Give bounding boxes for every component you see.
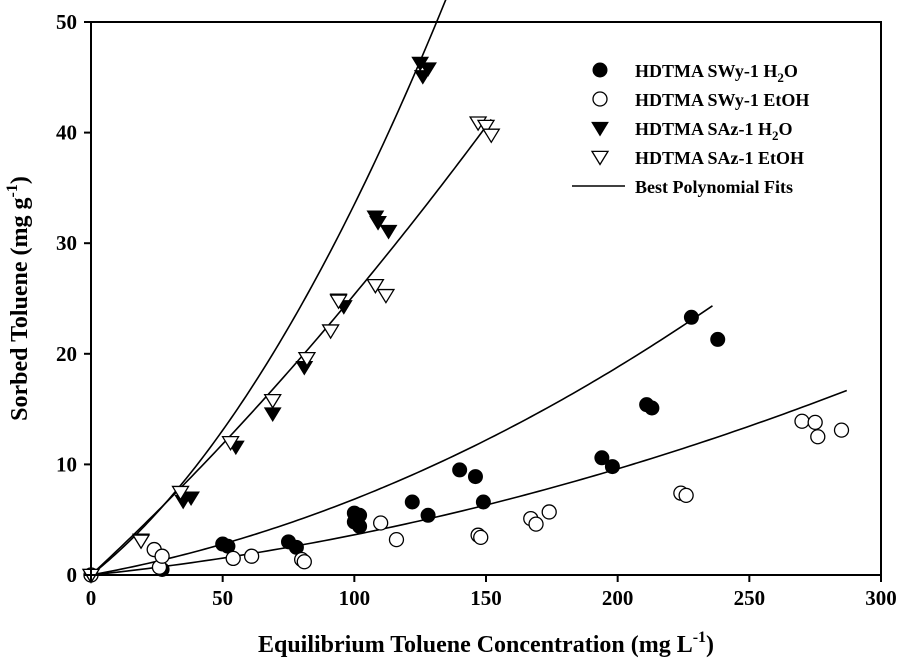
data-point	[182, 491, 200, 507]
data-point	[476, 119, 496, 135]
data-point	[366, 278, 385, 294]
data-point	[171, 485, 190, 501]
data-point	[295, 360, 314, 376]
data-point	[594, 450, 610, 466]
legend-marker	[592, 91, 608, 107]
legend: HDTMA SWy-1 H2O HDTMA SWy-1 EtOH HDTMA SAz…	[572, 61, 809, 197]
x-tick-label: 200	[602, 586, 634, 610]
data-point	[388, 531, 405, 548]
x-axis-title-sup: -1	[693, 629, 706, 646]
data-points	[81, 56, 850, 584]
y-tick-label: 0	[67, 563, 78, 587]
data-point	[833, 422, 850, 438]
y-axis-title-main: Sorbed Toluene (mg g	[7, 197, 33, 420]
data-point	[321, 324, 340, 340]
y-tick-label: 10	[56, 452, 77, 476]
axis-ticks: 0 50 100 150 200 250 300 0 10 20 30 40 50	[56, 10, 897, 610]
y-axis-title-sup: -1	[4, 184, 21, 197]
data-point	[369, 216, 387, 231]
data-point	[473, 529, 489, 546]
x-tick-label: 300	[865, 586, 897, 610]
fit-line-hdtma-saz-1-h2o	[90, 0, 447, 576]
data-point	[297, 351, 317, 367]
legend-item-best-polynomial-fits: Best Polynomial Fits	[572, 177, 793, 197]
legend-marker	[592, 62, 608, 78]
y-tick-label: 20	[56, 342, 77, 366]
data-point	[528, 516, 544, 532]
legend-label: HDTMA SWy-1 H2O	[635, 61, 798, 85]
data-point	[807, 414, 823, 431]
x-tick-label: 250	[734, 586, 766, 610]
data-point	[420, 507, 436, 523]
series-hdtma-swy-1-h2o	[83, 309, 726, 583]
data-point	[419, 62, 437, 77]
x-axis-title: Equilibrium Toluene Concentration (mg L-…	[258, 629, 714, 658]
legend-item-hdtma-swy-1-etoh: HDTMA SWy-1 EtOH	[592, 90, 809, 110]
series-hdtma-saz-1-etoh	[81, 116, 501, 584]
data-point	[263, 407, 282, 422]
y-tick-label: 50	[56, 10, 77, 34]
data-point	[243, 548, 260, 564]
y-tick-label: 30	[56, 231, 77, 255]
data-point	[604, 459, 620, 475]
legend-item-hdtma-swy-1-h2o: HDTMA SWy-1 H2O	[592, 61, 798, 85]
x-tick-label: 50	[212, 586, 233, 610]
legend-item-hdtma-saz-1-etoh: HDTMA SAz-1 EtOH	[590, 148, 804, 168]
x-tick-label: 150	[470, 586, 502, 610]
data-point	[810, 429, 826, 445]
data-point	[379, 224, 398, 240]
data-point	[404, 494, 420, 510]
legend-marker	[591, 121, 609, 137]
data-point	[131, 534, 151, 550]
data-point	[475, 494, 491, 510]
fit-line-hdtma-swy-1-h2o	[90, 305, 713, 576]
data-point	[452, 462, 468, 478]
series-hdtma-saz-1-h2o	[82, 56, 437, 584]
data-point	[683, 309, 699, 325]
x-axis-title-main: Equilibrium Toluene Concentration (mg L	[258, 632, 693, 658]
data-point	[329, 294, 348, 310]
data-point	[296, 554, 312, 570]
data-point	[376, 288, 396, 304]
data-point	[221, 436, 240, 452]
data-point	[678, 487, 694, 504]
data-point	[644, 400, 660, 416]
legend-marker	[590, 150, 610, 166]
legend-label: HDTMA SWy-1 EtOH	[635, 90, 809, 110]
x-axis-title-end: )	[706, 632, 714, 658]
legend-label: Best Polynomial Fits	[635, 177, 793, 197]
legend-item-hdtma-saz-1-h2o: HDTMA SAz-1 H2O	[591, 119, 793, 143]
data-point	[710, 331, 726, 347]
data-point	[541, 504, 557, 520]
fit-lines	[90, 0, 848, 576]
legend-label: HDTMA SAz-1 EtOH	[635, 148, 804, 168]
data-point	[467, 469, 483, 485]
data-point	[154, 548, 170, 564]
data-point	[373, 515, 389, 531]
data-point	[482, 128, 501, 144]
legend-label: HDTMA SAz-1 H2O	[635, 119, 793, 143]
y-tick-label: 40	[56, 121, 77, 145]
y-axis-title-end: )	[7, 176, 33, 184]
data-point	[225, 550, 241, 567]
data-point	[352, 518, 368, 534]
series-hdtma-swy-1-etoh	[83, 413, 850, 583]
fit-line-hdtma-saz-1-etoh	[90, 118, 492, 576]
x-tick-label: 100	[339, 586, 371, 610]
x-tick-label: 0	[86, 586, 97, 610]
data-point	[794, 413, 810, 429]
y-axis-title: Sorbed Toluene (mg g-1)	[4, 176, 33, 421]
data-point	[263, 393, 282, 410]
fit-line-hdtma-swy-1-etoh	[90, 389, 848, 576]
